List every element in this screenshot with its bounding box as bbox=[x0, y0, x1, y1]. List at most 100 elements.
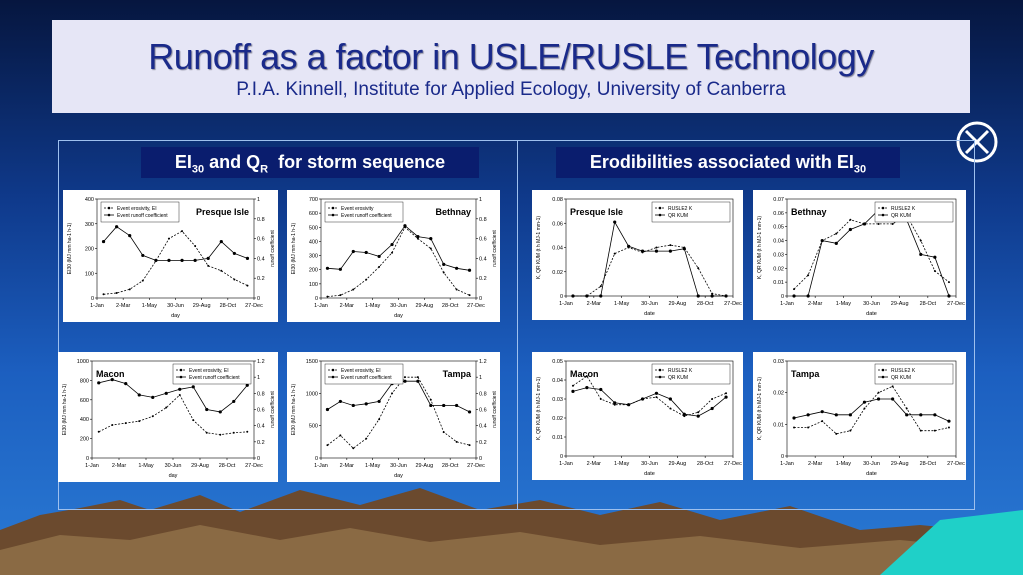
series-marker bbox=[178, 387, 182, 391]
y-tick-label: 0.04 bbox=[773, 239, 784, 245]
y-tick-label: 0.01 bbox=[773, 422, 784, 428]
y2-tick-label: 1 bbox=[479, 197, 482, 203]
x-tick-label: 1-Jan bbox=[780, 301, 794, 307]
series-marker bbox=[919, 239, 922, 242]
y2-tick-label: 0.4 bbox=[257, 424, 265, 430]
series-marker bbox=[891, 222, 894, 225]
legend-marker bbox=[658, 213, 662, 217]
series-marker bbox=[164, 391, 168, 395]
series-marker bbox=[219, 239, 223, 244]
y-tick-label: 0 bbox=[91, 296, 94, 302]
legend-box bbox=[100, 201, 180, 223]
y-tick-label: 400 bbox=[85, 197, 94, 203]
x-tick-label: 29-Aug bbox=[415, 463, 433, 469]
series-marker bbox=[820, 238, 824, 243]
series-marker bbox=[876, 397, 881, 401]
x-axis-label: day bbox=[171, 313, 180, 319]
series-marker bbox=[442, 271, 445, 274]
y-tick-label: 0.03 bbox=[773, 252, 784, 258]
series-marker bbox=[232, 399, 236, 404]
series-marker bbox=[669, 407, 672, 410]
chart: 0 0.01 0.02 0.03 1-Jan 2-Mar 1-May 30-Jun 29-Aug… bbox=[753, 352, 966, 480]
series-marker bbox=[585, 294, 589, 298]
legend-label: QR KUM bbox=[668, 213, 688, 219]
x-tick-label: 28-Oct bbox=[920, 461, 937, 467]
close-icon[interactable] bbox=[955, 120, 999, 164]
x-tick-label: 28-Oct bbox=[220, 303, 237, 309]
x-tick-label: 27-Dec bbox=[724, 301, 742, 307]
series-marker bbox=[233, 278, 236, 281]
legend-box bbox=[874, 363, 954, 385]
chart: 0 200 400 600 800 1000 0 0.2 0.4 0.6 0.8 1 1.2 1-Jan 2… bbox=[58, 352, 278, 482]
series-marker bbox=[933, 413, 937, 417]
legend-box bbox=[324, 201, 404, 223]
x-tick-label: 29-Aug bbox=[415, 303, 433, 309]
series-marker bbox=[877, 391, 880, 394]
x-tick-label: 29-Aug bbox=[891, 461, 909, 467]
x-tick-label: 1-Jan bbox=[780, 461, 794, 467]
legend-label: QR KUM bbox=[891, 375, 911, 381]
series-marker bbox=[115, 225, 119, 229]
series-marker bbox=[919, 429, 922, 432]
series-marker bbox=[325, 266, 330, 270]
y-tick-label: 0 bbox=[781, 294, 784, 300]
series-line bbox=[794, 209, 950, 297]
x-tick-label: 29-Aug bbox=[191, 463, 209, 469]
station-label: Bethnay bbox=[791, 207, 827, 217]
y-tick-label: 600 bbox=[80, 398, 89, 404]
x-tick-label: 1-Jan bbox=[85, 463, 99, 469]
series-marker bbox=[919, 252, 923, 257]
series-marker bbox=[571, 294, 575, 298]
legend-label: Event erosivity, EI bbox=[189, 368, 229, 374]
legend-marker bbox=[179, 368, 183, 372]
series-marker bbox=[326, 295, 329, 298]
series-marker bbox=[246, 284, 249, 287]
series-marker bbox=[627, 244, 631, 248]
series-marker bbox=[455, 288, 458, 291]
title-box: Runoff as a factor in USLE/RUSLE Technol… bbox=[52, 20, 970, 113]
legend-box bbox=[651, 363, 731, 385]
y2-tick-label: 0.8 bbox=[257, 217, 265, 223]
series-marker bbox=[205, 407, 209, 412]
series-marker bbox=[697, 411, 700, 414]
series-marker bbox=[849, 218, 852, 221]
chart: 0 0.01 0.02 0.03 0.04 0.05 0.06 0.07 1-Jan 2-Mar 1… bbox=[753, 190, 966, 320]
y2-tick-label: 0.2 bbox=[479, 440, 487, 446]
series-marker bbox=[128, 288, 131, 291]
y-tick-label: 0.02 bbox=[552, 270, 563, 276]
series-marker bbox=[710, 294, 714, 298]
series-marker bbox=[365, 437, 368, 440]
x-axis-label: date bbox=[644, 471, 655, 477]
x-tick-label: 27-Dec bbox=[467, 463, 485, 469]
series-marker bbox=[933, 270, 936, 273]
series-marker bbox=[194, 245, 197, 248]
series-marker bbox=[599, 285, 602, 288]
heading-sub: 30 bbox=[191, 163, 205, 176]
series-marker bbox=[391, 251, 394, 254]
series-marker bbox=[711, 398, 714, 400]
y-tick-label: 700 bbox=[309, 197, 318, 203]
y-tick-label: 0.02 bbox=[773, 391, 784, 397]
x-tick-label: 30-Jun bbox=[863, 461, 880, 467]
station-label: Bethnay bbox=[435, 207, 471, 217]
slide-title: Runoff as a factor in USLE/RUSLE Technol… bbox=[148, 36, 874, 77]
series-marker bbox=[219, 433, 222, 436]
series-marker bbox=[110, 377, 114, 382]
series-marker bbox=[137, 393, 141, 397]
x-tick-label: 28-Oct bbox=[920, 301, 937, 307]
series-marker bbox=[711, 292, 714, 295]
legend-marker bbox=[658, 206, 662, 210]
x-tick-label: 1-Jan bbox=[90, 303, 104, 309]
series-marker bbox=[654, 391, 659, 395]
y2-tick-label: 0 bbox=[257, 296, 260, 302]
series-marker bbox=[245, 256, 250, 260]
legend-label: Event runoff coefficient bbox=[341, 375, 392, 381]
y2-tick-label: 1 bbox=[479, 375, 482, 381]
y-tick-label: 0 bbox=[781, 454, 784, 460]
series-marker bbox=[947, 426, 950, 429]
x-tick-label: 28-Oct bbox=[697, 461, 714, 467]
series-marker bbox=[877, 222, 880, 225]
series-marker bbox=[403, 376, 406, 379]
x-tick-label: 27-Dec bbox=[245, 303, 263, 309]
